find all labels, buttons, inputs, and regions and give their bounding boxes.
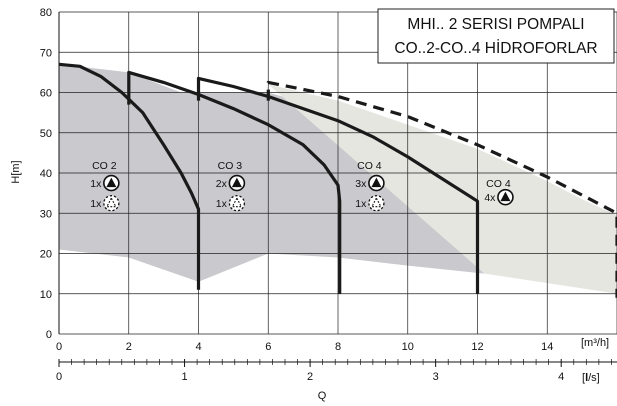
- title-line-2: CO..2-CO..4 HİDROFORLAR: [394, 39, 597, 57]
- x-primary-tick-label: 4: [195, 341, 201, 353]
- x-primary-tick-label: 0: [56, 341, 62, 353]
- station-label: CO 4: [486, 178, 511, 190]
- pump-icon-triangle: [231, 177, 242, 188]
- chart-title: MHI.. 2 SERISI POMPALI CO..2-CO..4 HİDRO…: [377, 8, 615, 64]
- x-primary-unit: [m³/h]: [581, 337, 609, 349]
- x-primary-unit-text: [m³/h]: [581, 337, 609, 349]
- annotation-co-2: CO 2 1x 1x: [90, 160, 120, 212]
- x-primary-tick-label: 2: [126, 341, 132, 353]
- pump-count-label: 2x: [216, 178, 228, 190]
- annotation-layer: CO 2 1x 1x CO 3 2x 1x CO 4 3x 1x CO 4 4x: [90, 160, 514, 212]
- pump-icon-triangle: [371, 177, 382, 188]
- x-secondary-unit-bold: l: [585, 372, 588, 384]
- pump-count-label: 1x: [355, 198, 367, 210]
- curve-layer: [58, 62, 617, 298]
- y-tick-label: 20: [40, 249, 52, 261]
- x-primary-tick-label: 14: [541, 341, 553, 353]
- annotation-co-3: CO 3 2x 1x: [216, 160, 246, 212]
- x-secondary-unit-prefix: [: [582, 372, 585, 384]
- x-primary-tick-label: 12: [471, 341, 483, 353]
- y-tick-label: 70: [40, 47, 52, 59]
- pump-icon-triangle: [105, 197, 117, 208]
- x-secondary-tick-label: 1: [181, 371, 187, 383]
- x-primary-tick-label: 10: [402, 341, 414, 353]
- pump-count-label: 1x: [90, 198, 102, 210]
- pump-count-label: 1x: [216, 198, 228, 210]
- pump-count-label: 4x: [484, 192, 496, 204]
- station-label: CO 2: [92, 160, 117, 172]
- pump-standby-icon: [228, 195, 246, 212]
- pump-duty-icon: [497, 188, 514, 206]
- envelope-area-2: [268, 84, 617, 294]
- x-axis-label: Q: [318, 390, 327, 402]
- pump-icon-triangle: [106, 177, 117, 188]
- x-secondary-tick-label: 4: [558, 371, 564, 383]
- pump-count-label: 3x: [355, 178, 367, 190]
- title-box: [377, 8, 615, 64]
- y-tick-label: 10: [40, 289, 52, 301]
- pump-standby-icon: [103, 195, 120, 212]
- x-primary-tick-label: 6: [265, 341, 271, 353]
- pump-duty-icon: [228, 174, 246, 192]
- y-tick-label: 80: [40, 7, 52, 19]
- x-secondary-unit-suffix: /s]: [588, 372, 600, 384]
- y-tick-label: 0: [46, 329, 52, 341]
- pump-duty-icon: [368, 174, 385, 192]
- title-line-1: MHI.. 2 SERISI POMPALI: [407, 16, 584, 33]
- pump-duty-icon: [103, 174, 120, 192]
- pump-count-label: 1x: [90, 178, 102, 190]
- y-tick-label: 40: [40, 168, 52, 180]
- annotation-co-4: CO 4 4x: [484, 178, 514, 206]
- pump-icon-triangle: [370, 197, 382, 208]
- x-secondary-unit: [l/s]: [582, 372, 600, 384]
- x-primary-tick-label: 8: [335, 341, 341, 353]
- pump-icon-circle: [228, 195, 246, 212]
- pump-curve-3: [196, 76, 480, 294]
- y-tick-label: 60: [40, 88, 52, 100]
- pump-standby-icon: [368, 195, 385, 212]
- pump-icon-circle: [368, 195, 385, 212]
- pump-icon-triangle: [500, 191, 511, 202]
- pump-curve-4: [266, 80, 617, 298]
- pump-curve-2: [127, 70, 342, 294]
- annotation-co-4: CO 4 3x 1x: [355, 160, 385, 212]
- pump-curve-1: [58, 62, 201, 290]
- x-secondary-tick-label: 2: [307, 371, 313, 383]
- x-secondary-tick-label: 3: [433, 371, 439, 383]
- y-axis-label: H[m]: [10, 160, 22, 183]
- pump-icon-circle: [103, 195, 120, 212]
- station-label: CO 3: [218, 160, 243, 172]
- x-secondary-tick-label: 0: [56, 371, 62, 383]
- pump-icon-triangle: [231, 197, 243, 208]
- y-tick-label: 50: [40, 128, 52, 140]
- y-tick-label: 30: [40, 208, 52, 220]
- station-label: CO 4: [357, 160, 382, 172]
